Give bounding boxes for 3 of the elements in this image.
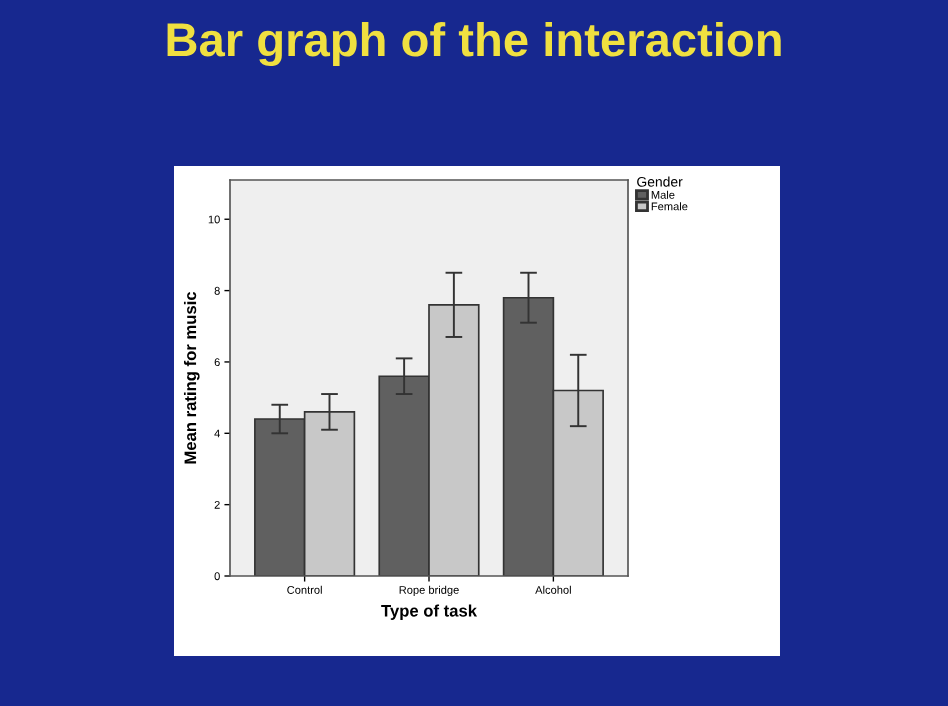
x-axis-title: Type of task: [381, 604, 478, 620]
y-axis-title: Mean rating for music: [183, 291, 200, 464]
chart-title: Bar graph of the interaction: [167, 21, 781, 67]
